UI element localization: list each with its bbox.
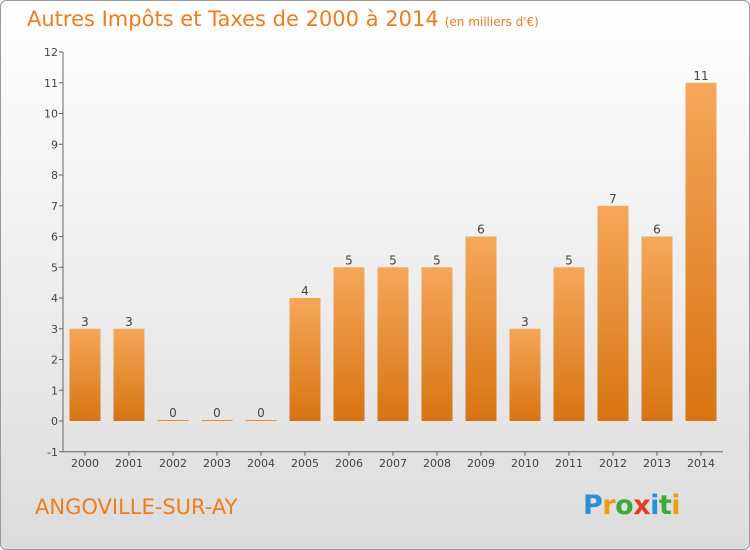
chart-title: Autres Impôts et Taxes de 2000 à 2014 (en… bbox=[27, 7, 539, 31]
y-tick-label: 2 bbox=[51, 354, 58, 367]
x-tick-label: 2003 bbox=[203, 457, 231, 470]
bar bbox=[465, 236, 497, 421]
bar-value-label: 3 bbox=[521, 315, 529, 329]
logo-letter: x bbox=[633, 490, 651, 521]
y-tick-label: 10 bbox=[44, 108, 58, 121]
chart-title-text: Autres Impôts et Taxes de 2000 à 2014 bbox=[27, 7, 439, 31]
bar bbox=[597, 205, 629, 421]
x-tick-label: 2013 bbox=[643, 457, 671, 470]
x-tick-label: 2011 bbox=[555, 457, 583, 470]
bar-value-label: 5 bbox=[565, 253, 573, 267]
proxiti-logo: Proxiti bbox=[583, 490, 681, 521]
x-tick-label: 2004 bbox=[247, 457, 275, 470]
x-tick-label: 2000 bbox=[71, 457, 99, 470]
x-tick-label: 2007 bbox=[379, 457, 407, 470]
x-tick-label: 2008 bbox=[423, 457, 451, 470]
bar bbox=[201, 420, 233, 421]
bar bbox=[113, 328, 145, 421]
x-tick-label: 2014 bbox=[687, 457, 715, 470]
logo-letter: r bbox=[602, 490, 616, 521]
bar bbox=[421, 267, 453, 421]
y-tick-label: 0 bbox=[51, 415, 58, 428]
bar-value-label: 4 bbox=[301, 284, 309, 298]
bar bbox=[509, 328, 541, 421]
bar bbox=[685, 82, 717, 421]
bar-value-label: 0 bbox=[257, 406, 265, 420]
bar-value-label: 7 bbox=[609, 192, 617, 206]
chart-bars bbox=[69, 82, 717, 421]
bar-value-label: 0 bbox=[213, 406, 221, 420]
y-tick-label: 8 bbox=[51, 169, 58, 182]
bar bbox=[641, 236, 673, 421]
y-tick-label: 7 bbox=[51, 200, 58, 213]
bar bbox=[157, 420, 189, 421]
y-tick-label: 3 bbox=[51, 323, 58, 336]
bar bbox=[553, 267, 585, 421]
bar bbox=[245, 420, 277, 421]
logo-letter: i bbox=[650, 490, 659, 521]
bar-value-label: 6 bbox=[653, 223, 661, 237]
bar-value-label: 5 bbox=[389, 253, 397, 267]
x-tick-label: 2010 bbox=[511, 457, 539, 470]
chart-data-labels: 3 3 0 0 0 4 5 5 5 6 3 5 7 6 11 bbox=[81, 69, 708, 420]
logo-letter: o bbox=[615, 490, 634, 521]
x-tick-label: 2012 bbox=[599, 457, 627, 470]
commune-name: ANGOVILLE-SUR-AY bbox=[35, 495, 238, 519]
bar bbox=[377, 267, 409, 421]
bar bbox=[333, 267, 365, 421]
bar-value-label: 5 bbox=[345, 253, 353, 267]
bar-value-label: 5 bbox=[433, 253, 441, 267]
x-tick-label: 2009 bbox=[467, 457, 495, 470]
y-tick-label: 5 bbox=[51, 261, 58, 274]
y-tick-label: 6 bbox=[51, 231, 58, 244]
bar bbox=[69, 328, 101, 421]
x-tick-label: 2002 bbox=[159, 457, 187, 470]
bar-value-label: 3 bbox=[125, 315, 133, 329]
y-tick-label: 4 bbox=[51, 292, 58, 305]
y-tick-label: 1 bbox=[51, 384, 58, 397]
bar bbox=[289, 298, 321, 421]
y-tick-label: 11 bbox=[44, 77, 58, 90]
y-tick-label: 12 bbox=[44, 46, 58, 59]
y-tick-label: 9 bbox=[51, 138, 58, 151]
bar-value-label: 0 bbox=[169, 406, 177, 420]
bar-value-label: 6 bbox=[477, 223, 485, 237]
logo-letter: i bbox=[671, 490, 681, 521]
bar-value-label: 3 bbox=[81, 315, 89, 329]
chart-subtitle: (en milliers d'€) bbox=[444, 15, 539, 29]
logo-letter: t bbox=[658, 490, 672, 521]
x-tick-label: 2005 bbox=[291, 457, 319, 470]
x-tick-label: 2001 bbox=[115, 457, 143, 470]
y-tick-label: -1 bbox=[47, 446, 58, 459]
x-tick-label: 2006 bbox=[335, 457, 363, 470]
bar-value-label: 11 bbox=[693, 69, 708, 83]
logo-letter: P bbox=[583, 490, 603, 521]
